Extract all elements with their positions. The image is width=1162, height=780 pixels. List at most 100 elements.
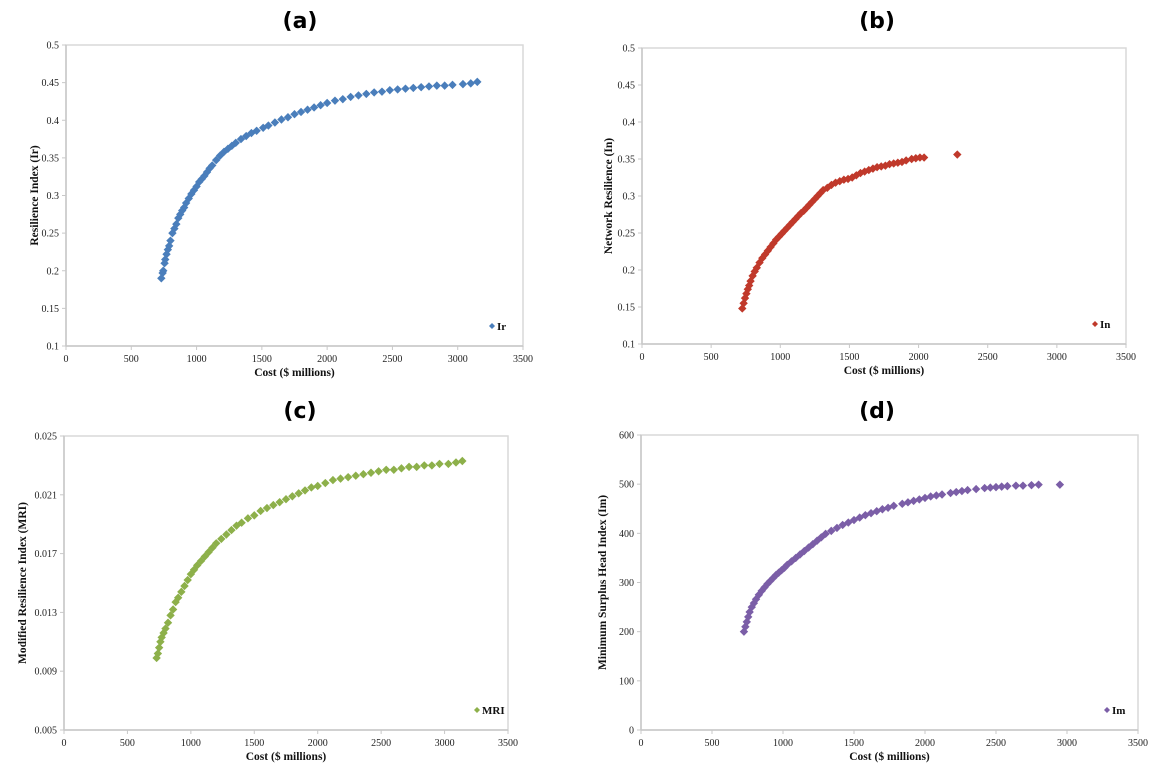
x-tick-label: 3500 <box>513 354 533 365</box>
data-point <box>163 618 173 627</box>
data-point <box>1011 481 1021 490</box>
x-tick-label: 2500 <box>978 352 998 363</box>
data-point <box>351 471 360 480</box>
x-tick-label: 1000 <box>187 354 207 365</box>
data-point <box>177 587 186 597</box>
data-point <box>816 188 825 198</box>
data-point <box>953 150 962 159</box>
data-point <box>757 586 766 596</box>
data-point <box>359 470 368 479</box>
data-point <box>856 168 865 178</box>
data-point <box>343 472 353 482</box>
data-point <box>172 219 181 229</box>
y-tick-label: 0.025 <box>35 432 58 443</box>
data-point <box>839 175 849 184</box>
y-tick-label: 0.009 <box>35 667 58 678</box>
x-tick-label: 3000 <box>1047 352 1067 363</box>
x-tick-label: 2000 <box>915 738 935 749</box>
y-tick-label: 0.4 <box>47 116 60 127</box>
data-point <box>473 77 482 87</box>
data-point <box>844 518 853 527</box>
data-point <box>397 464 406 473</box>
data-point <box>161 255 170 264</box>
data-point <box>742 617 751 627</box>
series-Ir <box>157 77 482 283</box>
y-tick-label: 0.013 <box>35 608 58 619</box>
legend: In <box>1092 319 1110 331</box>
x-tick-label: 0 <box>640 352 645 363</box>
data-point <box>1018 481 1028 490</box>
legend-marker-icon <box>489 323 495 329</box>
legend-label: MRI <box>482 705 505 717</box>
data-point <box>168 605 178 614</box>
data-point <box>217 534 226 544</box>
data-point <box>843 174 853 184</box>
data-point <box>466 79 475 88</box>
data-point <box>176 210 185 219</box>
data-point <box>283 113 293 122</box>
data-point <box>920 493 930 503</box>
data-point <box>256 506 265 516</box>
data-point <box>957 486 967 496</box>
y-tick-label: 0.35 <box>42 153 60 164</box>
data-point <box>1055 480 1065 489</box>
legend: Im <box>1104 705 1125 717</box>
data-point <box>812 536 822 545</box>
data-point <box>427 461 437 470</box>
data-point <box>241 131 251 141</box>
data-point <box>156 637 165 646</box>
data-point <box>161 624 170 633</box>
data-point <box>444 459 453 469</box>
data-point <box>847 173 857 182</box>
y-tick-label: 0.15 <box>42 304 60 315</box>
data-point <box>338 94 348 104</box>
data-point <box>915 495 924 504</box>
data-point <box>946 488 955 498</box>
data-point <box>303 105 312 114</box>
data-point <box>269 500 278 510</box>
y-tick-label: 0.2 <box>47 266 60 277</box>
x-tick-label: 1500 <box>252 354 272 365</box>
data-point <box>330 96 340 105</box>
data-point <box>296 107 306 117</box>
x-tick-label: 500 <box>705 738 720 749</box>
data-point <box>424 82 434 91</box>
data-point <box>893 158 903 167</box>
legend-marker-icon <box>1104 707 1110 713</box>
x-tick-label: 0 <box>639 738 644 749</box>
y-tick-label: 0.45 <box>618 81 636 92</box>
data-point <box>346 92 355 102</box>
data-point <box>1034 480 1043 489</box>
x-tick-label: 0 <box>64 354 69 365</box>
data-point <box>911 154 921 163</box>
data-point <box>322 98 332 108</box>
data-point <box>744 612 753 622</box>
y-tick-label: 0.4 <box>623 118 636 129</box>
data-point <box>186 569 196 579</box>
data-point <box>200 552 210 561</box>
data-point <box>166 236 175 245</box>
series-MRI <box>152 456 467 663</box>
data-point <box>872 162 882 172</box>
data-point <box>1003 481 1012 491</box>
data-point <box>275 497 284 507</box>
data-point <box>980 483 989 493</box>
data-point <box>817 533 826 542</box>
data-point <box>232 521 241 530</box>
plot-frame <box>63 435 509 731</box>
data-point <box>300 486 310 495</box>
data-point <box>420 461 429 470</box>
data-point <box>243 514 253 523</box>
y-tick-label: 0.3 <box>47 191 60 202</box>
data-point <box>416 82 426 92</box>
y-axis-label: Network Resilience (In) <box>603 138 615 254</box>
data-point <box>777 566 786 575</box>
data-point <box>971 484 981 494</box>
y-tick-label: 400 <box>619 529 634 540</box>
y-tick-label: 100 <box>619 676 634 687</box>
data-point <box>432 81 442 90</box>
y-tick-label: 0.017 <box>35 549 58 560</box>
data-point <box>309 103 319 112</box>
plot-frame <box>65 44 524 347</box>
data-point <box>909 496 918 506</box>
